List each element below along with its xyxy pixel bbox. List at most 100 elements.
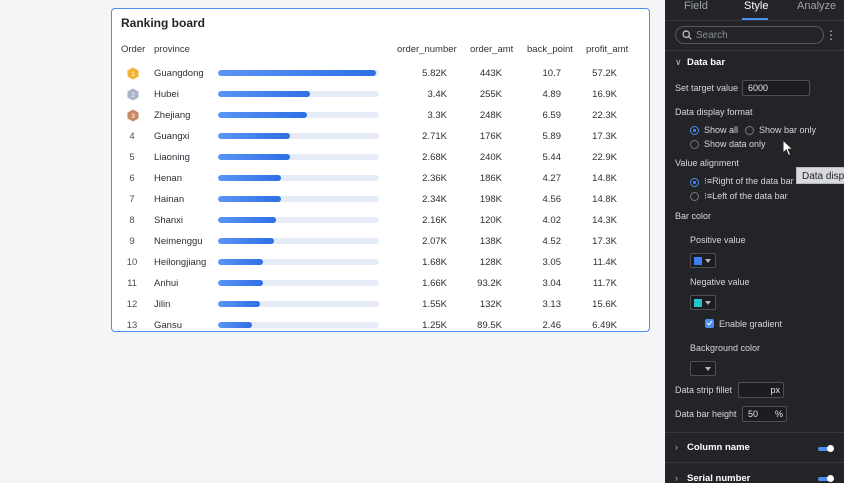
active-tab-indicator xyxy=(742,18,768,20)
background-color-label: Background color xyxy=(690,343,761,353)
table-row[interactable]: 6 Henan 2.36K 186K 4.27 14.8K xyxy=(112,168,649,189)
header-order[interactable]: Order xyxy=(121,44,146,55)
data-bar-track xyxy=(218,217,379,223)
data-bar-track xyxy=(218,280,379,286)
bar-height-label: Data bar height xyxy=(675,409,737,419)
radio-left-of-bar[interactable] xyxy=(690,192,699,201)
section-data-bar-label: Data bar xyxy=(687,57,726,68)
data-bar-fill xyxy=(218,280,264,286)
search-box[interactable] xyxy=(675,26,824,44)
section-column-name[interactable]: › Column name xyxy=(675,442,750,453)
tab-field[interactable]: Field xyxy=(684,0,708,12)
rank-number: 6 xyxy=(129,173,135,184)
table-row[interactable]: 12 Jilin 1.55K 132K 3.13 15.6K xyxy=(112,294,649,315)
table-row[interactable]: 1 Guangdong 5.82K 443K 10.7 57.2K xyxy=(112,63,649,84)
radio-show-data-only[interactable] xyxy=(690,140,699,149)
table-row[interactable]: 13 Gansu 1.25K 89.5K 2.46 6.49K xyxy=(112,315,649,331)
search-icon xyxy=(682,30,692,40)
rank-number: 12 xyxy=(126,299,138,310)
rank-number: 13 xyxy=(126,320,138,331)
table-row[interactable]: 5 Liaoning 2.68K 240K 5.44 22.9K xyxy=(112,147,649,168)
tab-style[interactable]: Style xyxy=(744,0,769,12)
data-bar-fill xyxy=(218,175,281,181)
header-province[interactable]: province xyxy=(154,44,190,55)
table-row[interactable]: 2 Hubei 3.4K 255K 4.89 16.9K xyxy=(112,84,649,105)
fillet-input[interactable]: px xyxy=(738,382,784,398)
header-back-point[interactable]: back_point xyxy=(527,44,573,55)
cell-back-point: 4.52 xyxy=(542,236,562,247)
enable-gradient-label[interactable]: Enable gradient xyxy=(719,319,783,329)
cell-back-point: 2.46 xyxy=(542,320,562,331)
data-bar-track xyxy=(218,238,379,244)
radio-show-bar-only[interactable] xyxy=(745,126,754,135)
negative-color-picker[interactable] xyxy=(690,295,716,310)
cell-back-point: 3.04 xyxy=(542,278,562,289)
search-input[interactable] xyxy=(696,28,816,42)
header-order-amt[interactable]: order_amt xyxy=(470,44,514,55)
left-of-bar-label[interactable]: ⁝≡Left of the data bar xyxy=(704,191,788,202)
table-row[interactable]: 7 Hainan 2.34K 198K 4.56 14.8K xyxy=(112,189,649,210)
rank-number: 9 xyxy=(129,236,135,247)
table-row[interactable]: 10 Heilongjiang 1.68K 128K 3.05 11.4K xyxy=(112,252,649,273)
cell-order-number: 2.07K xyxy=(422,236,447,247)
data-bar-fill xyxy=(218,154,291,160)
section-data-bar[interactable]: ∨ Data bar xyxy=(675,57,725,68)
serial-number-toggle[interactable] xyxy=(818,475,834,482)
cell-profit-amt: 14.8K xyxy=(592,173,617,184)
left-of-bar-text: Left of the data bar xyxy=(712,191,788,201)
fillet-unit: px xyxy=(770,385,780,395)
show-bar-only-label[interactable]: Show bar only xyxy=(759,125,817,135)
cell-back-point: 4.02 xyxy=(542,215,562,226)
rank-number: 5 xyxy=(129,152,135,163)
cell-order-number: 2.71K xyxy=(422,131,447,142)
province-name: Henan xyxy=(154,173,182,184)
more-options-icon[interactable]: ⋮ xyxy=(825,28,837,42)
right-of-bar-label[interactable]: ⁝≡Right of the data bar xyxy=(704,176,794,187)
province-name: Guangxi xyxy=(154,131,190,142)
tooltip: Data display format xyxy=(796,167,844,184)
data-bar-track xyxy=(218,196,379,202)
cell-profit-amt: 22.3K xyxy=(592,110,617,121)
radio-show-all[interactable] xyxy=(690,126,699,135)
province-name: Gansu xyxy=(154,320,182,331)
table-row[interactable]: 8 Shanxi 2.16K 120K 4.02 14.3K xyxy=(112,210,649,231)
tab-analyze[interactable]: Analyze xyxy=(797,0,837,12)
data-bar-track xyxy=(218,112,379,118)
positive-color-picker[interactable] xyxy=(690,253,716,268)
background-color-picker[interactable] xyxy=(690,361,716,376)
cell-profit-amt: 14.8K xyxy=(592,194,617,205)
province-name: Guangdong xyxy=(154,68,204,79)
enable-gradient-checkbox[interactable] xyxy=(705,319,714,328)
province-name: Anhui xyxy=(154,278,179,289)
cell-back-point: 4.56 xyxy=(542,194,562,205)
show-all-label[interactable]: Show all xyxy=(704,125,739,135)
medal-icon: 2 xyxy=(127,88,139,101)
bar-height-input[interactable]: 50% xyxy=(742,406,787,422)
ranking-board-card[interactable]: Ranking board Order province order_numbe… xyxy=(111,8,650,332)
cell-order-number: 5.82K xyxy=(422,68,447,79)
table-row[interactable]: 11 Anhui 1.66K 93.2K 3.04 11.7K xyxy=(112,273,649,294)
cell-order-amt: 240K xyxy=(479,152,502,163)
cell-back-point: 4.89 xyxy=(542,89,562,100)
header-order-number[interactable]: order_number xyxy=(397,44,457,55)
positive-value-label: Positive value xyxy=(690,235,746,245)
column-name-toggle[interactable] xyxy=(818,445,834,452)
cell-order-number: 1.66K xyxy=(422,278,447,289)
bar-height-unit: % xyxy=(774,409,783,419)
data-bar-fill xyxy=(218,238,275,244)
panel-tabs: Field Style Analyze xyxy=(665,0,844,20)
chevron-right-icon: › xyxy=(675,442,678,452)
divider xyxy=(665,432,844,433)
table-row[interactable]: 3 Zhejiang 3.3K 248K 6.59 22.3K xyxy=(112,105,649,126)
radio-right-of-bar[interactable] xyxy=(690,178,699,187)
header-profit-amt[interactable]: profit_amt xyxy=(586,44,629,55)
caret-down-icon xyxy=(705,367,711,371)
data-bar-track xyxy=(218,259,379,265)
right-of-bar-text: Right of the data bar xyxy=(712,176,794,186)
table-row[interactable]: 4 Guangxi 2.71K 176K 5.89 17.3K xyxy=(112,126,649,147)
section-serial-number[interactable]: › Serial number xyxy=(675,473,750,483)
cell-profit-amt: 22.9K xyxy=(592,152,617,163)
target-value-input[interactable]: 6000 xyxy=(742,80,810,96)
table-row[interactable]: 9 Neimenggu 2.07K 138K 4.52 17.3K xyxy=(112,231,649,252)
show-data-only-label[interactable]: Show data only xyxy=(704,139,766,149)
